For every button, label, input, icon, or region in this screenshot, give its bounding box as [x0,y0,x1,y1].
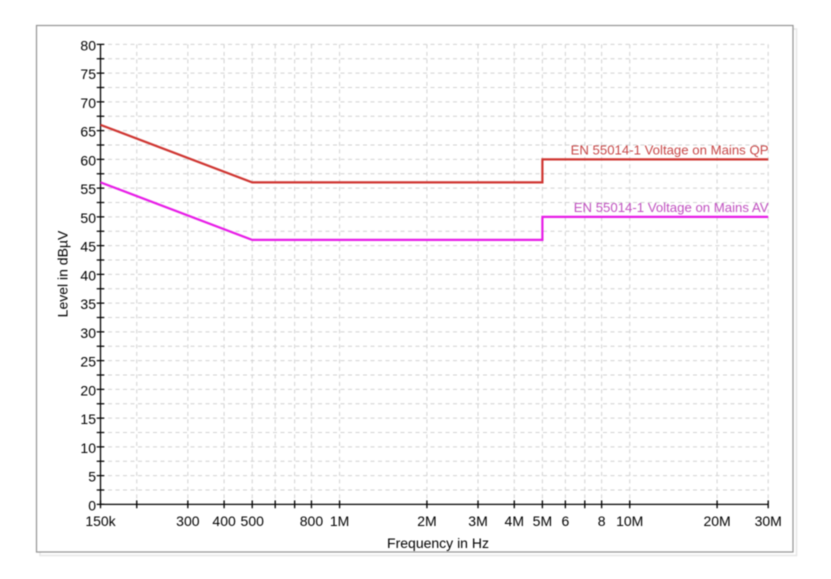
svg-text:80: 80 [80,37,96,53]
svg-text:5: 5 [88,469,96,485]
svg-text:20M: 20M [703,513,730,529]
svg-text:65: 65 [80,124,96,140]
svg-text:55: 55 [80,181,96,197]
svg-text:2M: 2M [417,513,436,529]
svg-text:3M: 3M [468,513,487,529]
svg-text:1M: 1M [330,513,349,529]
svg-text:35: 35 [80,296,96,312]
svg-text:25: 25 [80,354,96,370]
svg-text:5M: 5M [533,513,552,529]
svg-text:75: 75 [80,66,96,82]
svg-text:6: 6 [561,513,569,529]
svg-text:50: 50 [80,210,96,226]
svg-text:400: 400 [212,513,236,529]
svg-text:60: 60 [80,152,96,168]
svg-text:Level in dBµV: Level in dBµV [55,230,71,317]
svg-text:45: 45 [80,239,96,255]
svg-text:20: 20 [80,382,96,398]
svg-text:300: 300 [176,513,200,529]
svg-text:70: 70 [80,95,96,111]
svg-text:40: 40 [80,267,96,283]
svg-text:EN 55014-1 Voltage on Mains AV: EN 55014-1 Voltage on Mains AV [574,200,769,215]
svg-text:15: 15 [80,411,96,427]
svg-text:0: 0 [88,497,96,513]
svg-text:10: 10 [80,440,96,456]
svg-text:4M: 4M [505,513,524,529]
svg-text:30: 30 [80,325,96,341]
svg-text:Frequency in Hz: Frequency in Hz [387,535,489,551]
svg-text:500: 500 [241,513,265,529]
svg-text:800: 800 [300,513,324,529]
svg-text:EN 55014-1 Voltage on Mains QP: EN 55014-1 Voltage on Mains QP [571,143,769,158]
svg-text:150k: 150k [85,513,116,529]
svg-text:30M: 30M [755,513,782,529]
svg-text:10M: 10M [616,513,643,529]
svg-text:8: 8 [598,513,606,529]
